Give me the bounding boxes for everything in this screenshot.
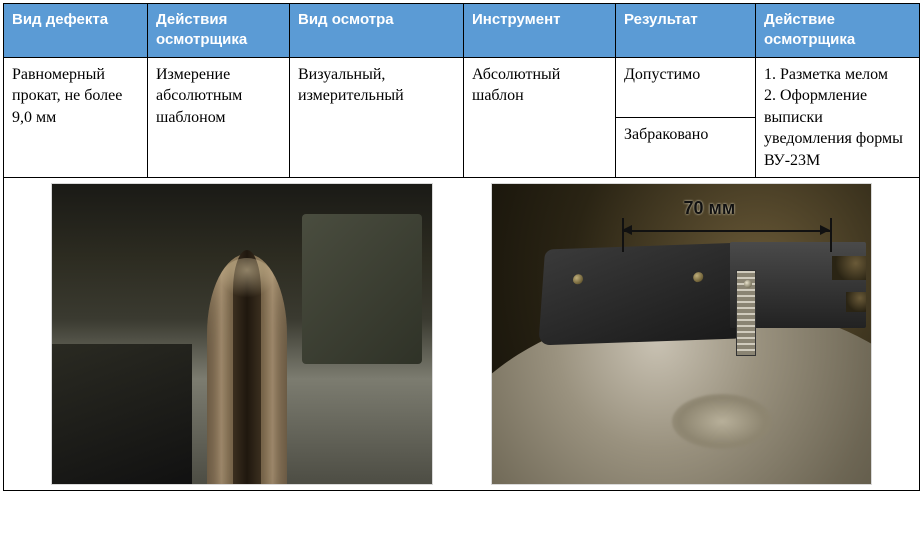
col-header-inspection-type: Вид осмотра (290, 4, 464, 58)
cell-result-fail: Забраковано (616, 117, 756, 177)
photo-bg-box1 (302, 214, 422, 364)
cell-instrument: Абсолютный шаблон (464, 57, 616, 178)
col-header-inspector-action2: Действие осмотрщика (756, 4, 920, 58)
image-wrap: 70 мм (12, 184, 911, 484)
dimension-arrow-left-icon (622, 225, 632, 235)
col-header-defect-type: Вид дефекта (4, 4, 148, 58)
photo-gauge-handle (538, 243, 745, 346)
dimension-annotation: 70 мм (622, 196, 842, 246)
dimension-label: 70 мм (684, 196, 736, 220)
col-header-inspector-actions: Действия осмотрщика (148, 4, 290, 58)
cell-inspector-action2: 1. Разметка мелом 2. Оформление выписки … (756, 57, 920, 178)
defect-photo-wheel (52, 184, 432, 484)
dimension-tick-right (830, 218, 832, 252)
dimension-line (622, 230, 830, 232)
defect-inspection-table: Вид дефекта Действия осмотрщика Вид осмо… (3, 3, 920, 491)
table-header-row: Вид дефекта Действия осмотрщика Вид осмо… (4, 4, 920, 58)
dimension-arrow-right-icon (820, 225, 830, 235)
col-header-result: Результат (616, 4, 756, 58)
photo-gauge-notch (832, 256, 866, 280)
table-row: Равномерный прокат, не более 9,0 мм Изме… (4, 57, 920, 117)
cell-inspection-type: Визуальный, измерительный (290, 57, 464, 178)
cell-result-ok: Допустимо (616, 57, 756, 117)
photo-wheel (207, 254, 287, 484)
dimension-tick-left (622, 218, 624, 252)
col-header-instrument: Инструмент (464, 4, 616, 58)
image-row: 70 мм (4, 178, 920, 491)
measurement-photo-gauge: 70 мм (492, 184, 872, 484)
cell-inspector-actions: Измерение абсолютным шаблоном (148, 57, 290, 178)
photo-bg-box2 (52, 344, 192, 484)
photo-scuff-mark (672, 394, 772, 449)
cell-defect-type: Равномерный прокат, не более 9,0 мм (4, 57, 148, 178)
photo-gauge-notch2 (846, 292, 866, 312)
image-cell: 70 мм (4, 178, 920, 491)
